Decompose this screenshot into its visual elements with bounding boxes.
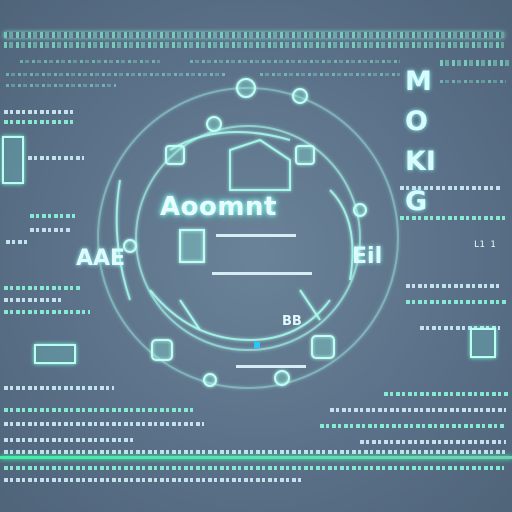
code-line — [4, 286, 80, 290]
header-glitch-row — [260, 73, 400, 76]
node-icon — [206, 116, 222, 132]
code-line — [4, 478, 304, 482]
left-bottom-panel — [34, 344, 76, 364]
header-glitch-row — [440, 80, 506, 83]
node-icon — [353, 203, 367, 217]
code-line — [28, 156, 84, 160]
code-line — [406, 300, 506, 304]
code-line — [320, 424, 506, 428]
subtitle-line — [216, 234, 296, 237]
node-icon — [123, 239, 137, 253]
code-line — [4, 438, 134, 442]
lock-icon — [165, 145, 185, 165]
code-line — [406, 284, 502, 288]
code-line — [4, 422, 204, 426]
code-line — [4, 408, 194, 412]
subtitle-line — [236, 365, 306, 368]
gear-icon — [236, 78, 256, 98]
code-line — [4, 120, 76, 124]
padlock-icon — [295, 145, 315, 165]
header-glitch-row — [6, 84, 116, 87]
header-glitch-row — [190, 60, 400, 63]
code-line — [4, 310, 90, 314]
side-title: MOKIG — [405, 66, 436, 217]
header-glitch-row — [20, 60, 160, 63]
code-line — [400, 186, 500, 190]
left-word: AAE — [76, 246, 126, 271]
header-glitch-row — [6, 73, 226, 76]
code-line — [30, 228, 70, 232]
right-grid-panel — [470, 328, 496, 358]
code-line — [4, 386, 114, 390]
header-glitch-row — [4, 32, 504, 38]
monitor-icon — [179, 229, 205, 263]
header-glitch-row — [440, 60, 510, 66]
orbit-icon — [274, 370, 290, 386]
mini-word: BB — [282, 314, 302, 329]
left-panel — [2, 136, 24, 184]
code-line — [30, 214, 78, 218]
code-line — [360, 440, 506, 444]
inner-ring — [135, 125, 361, 351]
code-line — [4, 466, 504, 470]
right-word: Eil — [352, 244, 383, 269]
code-line — [4, 450, 508, 454]
header-glitch-row — [4, 42, 504, 48]
code-line — [4, 298, 64, 302]
code-line — [400, 216, 508, 220]
code-line — [4, 110, 76, 114]
right-mid-label: L1 1 — [474, 240, 496, 250]
blue-indicator — [254, 342, 260, 348]
code-line — [6, 240, 28, 244]
node-icon — [203, 373, 217, 387]
central-title: Aoomnt — [160, 192, 277, 222]
subtitle-line — [212, 272, 312, 275]
code-line — [330, 408, 506, 412]
cloud-icon — [151, 339, 173, 361]
circuit-icon — [311, 335, 335, 359]
bottom-green-band — [0, 456, 512, 459]
code-line — [420, 326, 500, 330]
node-icon — [292, 88, 308, 104]
code-line — [384, 392, 508, 396]
